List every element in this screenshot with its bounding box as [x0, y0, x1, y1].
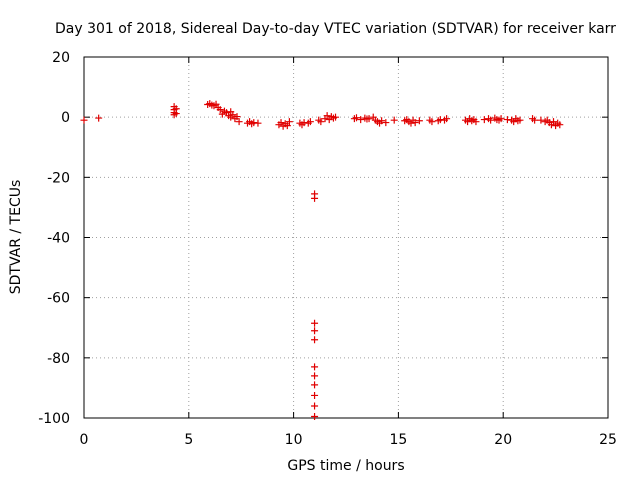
- data-point: [537, 116, 545, 124]
- data-point: [352, 114, 360, 122]
- data-point: [311, 402, 319, 410]
- data-point: [503, 116, 511, 124]
- y-tick-label: -20: [47, 170, 70, 186]
- chart-title: Day 301 of 2018, Sidereal Day-to-day VTE…: [55, 21, 616, 37]
- data-point: [277, 119, 285, 127]
- data-point: [172, 110, 180, 118]
- data-point: [487, 116, 495, 124]
- data-point: [472, 118, 480, 126]
- data-point: [80, 116, 88, 124]
- data-point: [531, 116, 539, 124]
- y-tick-label: -60: [47, 291, 70, 307]
- data-point: [235, 118, 243, 126]
- data-point: [311, 336, 319, 344]
- data-point: [311, 327, 319, 335]
- data-point: [311, 381, 319, 389]
- data-point: [357, 116, 365, 124]
- x-axis-label: GPS time / hours: [287, 458, 404, 474]
- tick-labels: 0 5 10 15 20 25 -100 -80 -60 -40 -20 0 20: [38, 50, 617, 448]
- y-tick-label: -100: [38, 411, 70, 427]
- y-tick-label: 0: [61, 110, 70, 126]
- x-tick-label: 15: [389, 432, 407, 448]
- y-axis-label: SDTVAR / TECUs: [8, 180, 24, 295]
- grid-lines: [84, 57, 608, 418]
- data-point: [317, 118, 325, 126]
- data-point: [443, 115, 451, 123]
- data-point: [95, 114, 103, 122]
- x-tick-label: 10: [285, 432, 303, 448]
- data-point: [365, 115, 373, 123]
- x-tick-label: 5: [184, 432, 193, 448]
- data-point: [300, 119, 308, 127]
- y-tick-label: 20: [52, 50, 70, 66]
- data-point: [250, 119, 258, 127]
- data-point: [480, 116, 488, 124]
- y-tick-label: -80: [47, 351, 70, 367]
- data-point: [254, 119, 262, 127]
- x-tick-label: 0: [80, 432, 89, 448]
- data-point: [323, 112, 331, 120]
- data-point: [311, 372, 319, 380]
- data-point: [311, 319, 319, 327]
- data-point: [229, 111, 237, 119]
- y-tick-label: -40: [47, 231, 70, 247]
- axis-ticks: [83, 56, 609, 419]
- x-tick-label: 20: [494, 432, 512, 448]
- data-point: [378, 117, 386, 125]
- data-point: [436, 116, 444, 124]
- data-point: [233, 113, 241, 121]
- data-point: [306, 118, 314, 126]
- data-point: [556, 121, 564, 129]
- data-point: [332, 113, 340, 121]
- data-point: [216, 106, 224, 114]
- data-point: [411, 119, 419, 127]
- data-point: [390, 116, 398, 124]
- data-point: [550, 118, 558, 126]
- data-point: [311, 194, 319, 202]
- data-point: [428, 118, 436, 126]
- data-point: [311, 412, 319, 420]
- data-point: [311, 391, 319, 399]
- data-point: [497, 115, 505, 123]
- data-points: [80, 100, 564, 420]
- x-tick-label: 25: [599, 432, 617, 448]
- data-point: [516, 116, 524, 124]
- data-point: [382, 119, 390, 127]
- data-point: [311, 363, 319, 371]
- data-point: [415, 117, 423, 125]
- data-point: [285, 118, 293, 126]
- data-point: [283, 122, 291, 130]
